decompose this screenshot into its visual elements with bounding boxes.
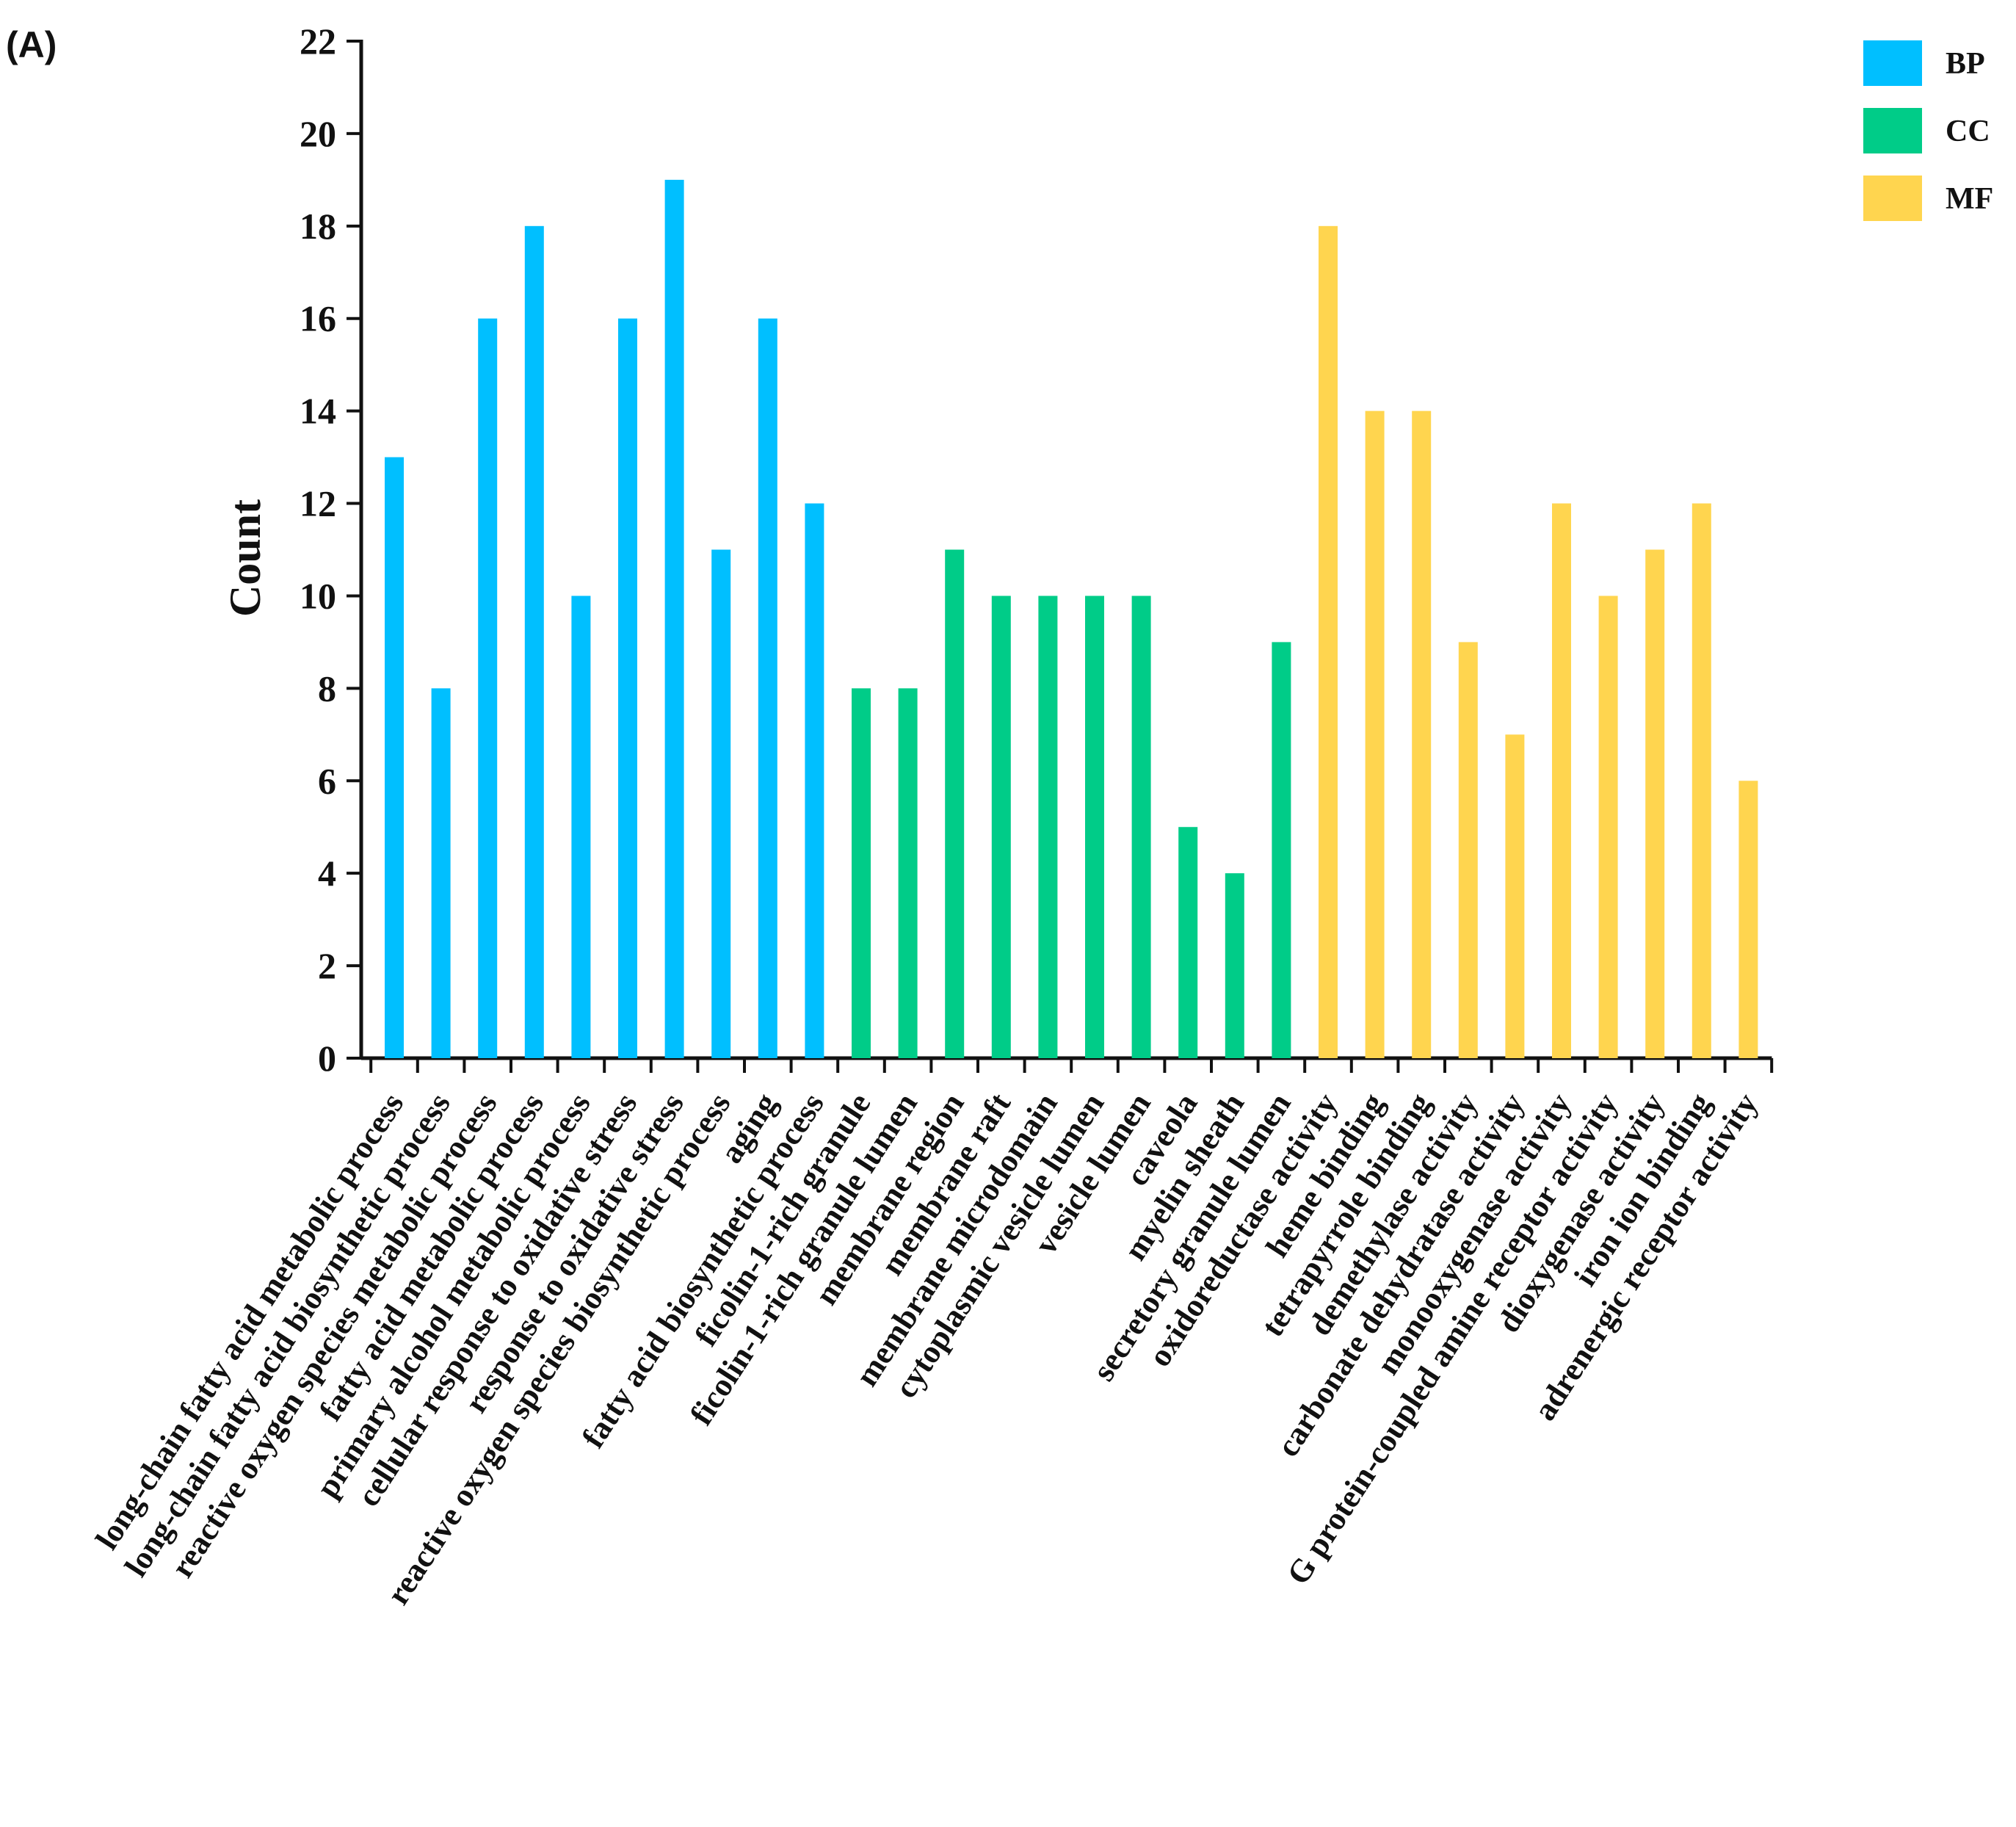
bar-bp [618, 318, 637, 1058]
category-labels: long-chain fatty acid metabolic processl… [89, 1086, 1765, 1610]
bar-mf [1552, 503, 1571, 1058]
bar-bp [664, 179, 684, 1058]
bar-bp [758, 318, 777, 1058]
x-axis [361, 1056, 1774, 1073]
y-tick-label: 18 [300, 206, 336, 247]
bar-bp [431, 688, 451, 1058]
bar-cc [1178, 827, 1198, 1058]
y-axis: 0 2 4 6 8 10 12 14 16 18 20 22 [300, 21, 363, 1079]
bar-mf [1645, 549, 1665, 1058]
y-tick-label: 10 [300, 575, 336, 616]
bar-cc [991, 596, 1011, 1058]
y-axis-title: Count [221, 499, 269, 617]
bar-bp [571, 596, 591, 1058]
bar-bp [524, 225, 544, 1059]
y-tick-label: 8 [318, 668, 336, 709]
bar-cc [945, 549, 965, 1058]
y-tick-label: 2 [318, 945, 336, 986]
y-tick-label: 4 [318, 853, 336, 894]
y-tick-label: 22 [300, 21, 336, 62]
bar-cc [898, 688, 918, 1058]
bar-mf [1598, 596, 1618, 1058]
legend-label: MF [1946, 182, 1993, 216]
y-tick-label: 6 [318, 760, 336, 801]
y-tick-label: 12 [300, 483, 336, 524]
bar-bp [385, 457, 404, 1058]
legend: BP CC MF [1863, 40, 1993, 221]
legend-swatch-mf [1863, 176, 1922, 221]
bar-mf [1738, 781, 1758, 1058]
legend-label: BP [1946, 47, 1985, 81]
legend-swatch-cc [1863, 108, 1922, 153]
bar-bp [805, 503, 824, 1058]
legend-label: CC [1946, 115, 1990, 148]
bar-cc [1085, 596, 1104, 1058]
y-tick-label: 14 [300, 391, 336, 432]
bar-mf [1692, 503, 1711, 1058]
bar-bp [478, 318, 498, 1058]
bar-cc [1272, 642, 1291, 1058]
bar-cc [1225, 873, 1244, 1058]
y-tick-label: 16 [300, 298, 336, 339]
bars [385, 179, 1758, 1059]
bar-mf [1412, 410, 1432, 1058]
bar-cc [1038, 596, 1058, 1058]
bar-cc [1131, 596, 1151, 1058]
legend-swatch-bp [1863, 40, 1922, 86]
panel-label: (A) [6, 24, 57, 65]
bar-mf [1319, 225, 1338, 1059]
bar-mf [1365, 410, 1385, 1058]
y-tick-label: 0 [318, 1038, 336, 1079]
bar-mf [1505, 734, 1525, 1058]
bar-mf [1458, 642, 1478, 1058]
y-tick-label: 20 [300, 113, 336, 154]
bar-cc [852, 688, 871, 1058]
bar-bp [711, 549, 731, 1058]
